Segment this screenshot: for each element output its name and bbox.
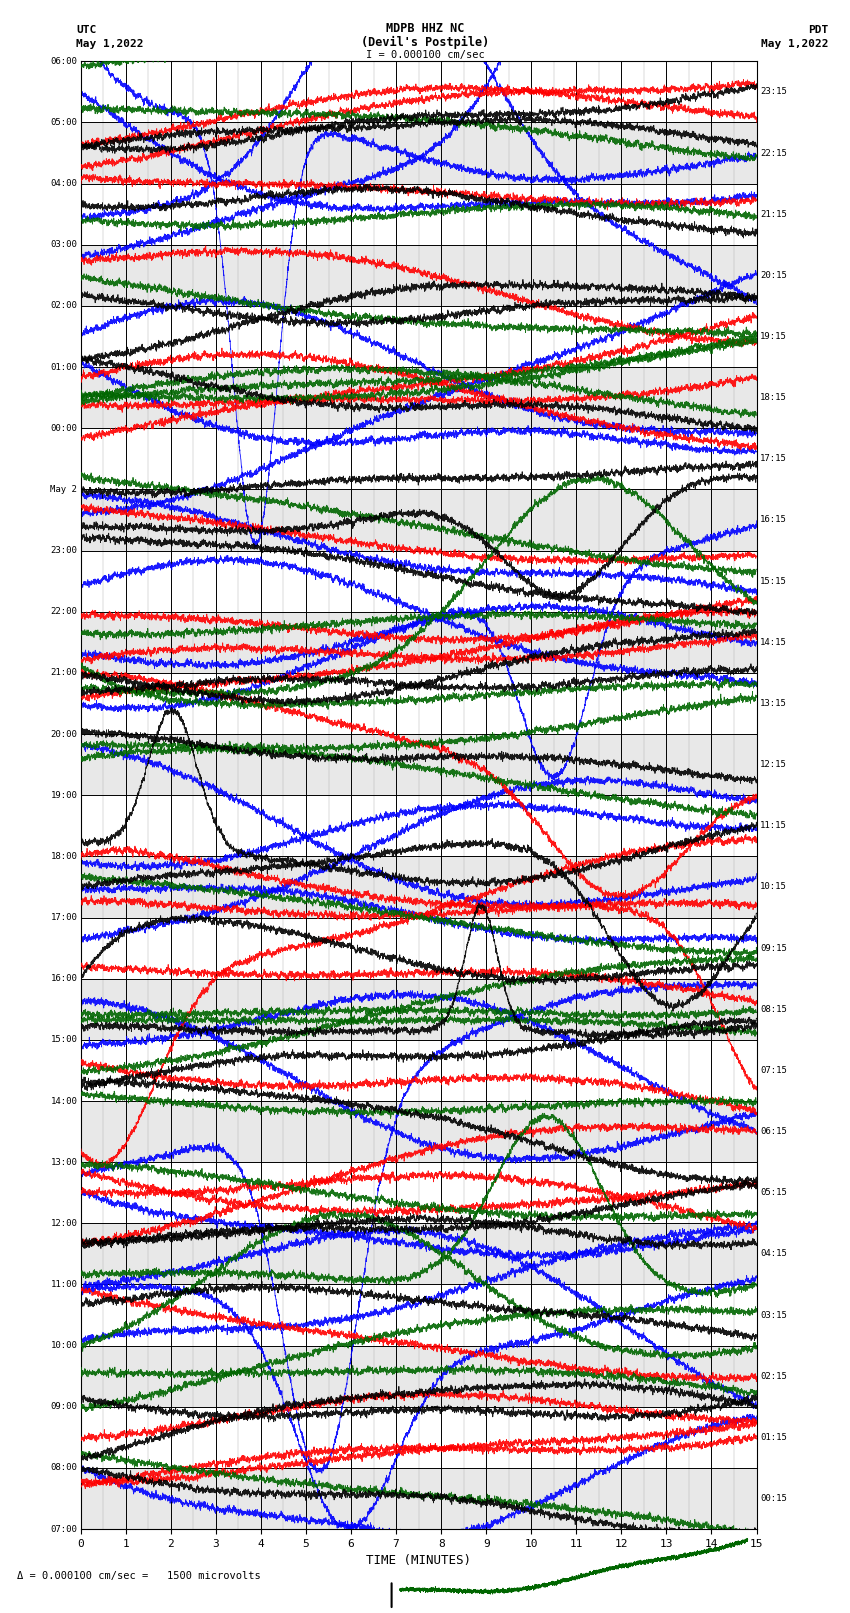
Text: 20:15: 20:15 — [760, 271, 787, 279]
Text: 00:00: 00:00 — [50, 424, 77, 432]
Text: May 2: May 2 — [50, 486, 77, 494]
Text: 18:15: 18:15 — [760, 394, 787, 402]
Text: 04:00: 04:00 — [50, 179, 77, 189]
Text: May 1,2022: May 1,2022 — [762, 39, 829, 50]
Text: 11:00: 11:00 — [50, 1281, 77, 1289]
Text: May 1,2022: May 1,2022 — [76, 39, 144, 50]
Text: 04:15: 04:15 — [760, 1250, 787, 1258]
Text: Δ = 0.000100 cm/sec =   1500 microvolts: Δ = 0.000100 cm/sec = 1500 microvolts — [17, 1571, 261, 1581]
X-axis label: TIME (MINUTES): TIME (MINUTES) — [366, 1555, 471, 1568]
Text: (Devil's Postpile): (Devil's Postpile) — [361, 35, 489, 50]
Text: 10:15: 10:15 — [760, 882, 787, 892]
Bar — [81, 857, 756, 918]
Text: 14:00: 14:00 — [50, 1097, 77, 1105]
Text: 15:15: 15:15 — [760, 577, 787, 586]
Text: UTC: UTC — [76, 24, 97, 35]
Text: 07:15: 07:15 — [760, 1066, 787, 1074]
Bar — [81, 979, 756, 1040]
Text: 21:00: 21:00 — [50, 668, 77, 677]
Text: 14:15: 14:15 — [760, 637, 787, 647]
Text: 23:00: 23:00 — [50, 547, 77, 555]
Text: 02:15: 02:15 — [760, 1371, 787, 1381]
Text: 10:00: 10:00 — [50, 1340, 77, 1350]
Text: 11:15: 11:15 — [760, 821, 787, 831]
Text: 08:15: 08:15 — [760, 1005, 787, 1013]
Text: 16:00: 16:00 — [50, 974, 77, 984]
Text: 01:00: 01:00 — [50, 363, 77, 371]
Bar — [81, 123, 756, 184]
Text: 19:15: 19:15 — [760, 332, 787, 340]
Text: 13:00: 13:00 — [50, 1158, 77, 1166]
Text: 23:15: 23:15 — [760, 87, 787, 97]
Text: 22:15: 22:15 — [760, 148, 787, 158]
Text: 17:00: 17:00 — [50, 913, 77, 923]
Text: 17:15: 17:15 — [760, 455, 787, 463]
Bar — [81, 734, 756, 795]
Text: 13:15: 13:15 — [760, 698, 787, 708]
Text: 05:15: 05:15 — [760, 1189, 787, 1197]
Bar — [81, 1345, 756, 1407]
Text: MDPB HHZ NC: MDPB HHZ NC — [386, 21, 464, 35]
Text: 15:00: 15:00 — [50, 1036, 77, 1044]
Bar — [81, 1468, 756, 1529]
Text: 06:15: 06:15 — [760, 1127, 787, 1136]
Text: I = 0.000100 cm/sec: I = 0.000100 cm/sec — [366, 50, 484, 60]
Text: 21:15: 21:15 — [760, 210, 787, 219]
Text: 12:15: 12:15 — [760, 760, 787, 769]
Bar — [81, 1102, 756, 1161]
Bar — [81, 245, 756, 306]
Text: 12:00: 12:00 — [50, 1219, 77, 1227]
Text: 03:00: 03:00 — [50, 240, 77, 250]
Text: 02:00: 02:00 — [50, 302, 77, 310]
Text: 08:00: 08:00 — [50, 1463, 77, 1473]
Bar — [81, 368, 756, 427]
Text: 16:15: 16:15 — [760, 516, 787, 524]
Bar — [81, 611, 756, 673]
Text: 05:00: 05:00 — [50, 118, 77, 127]
Text: 09:15: 09:15 — [760, 944, 787, 953]
Text: 19:00: 19:00 — [50, 790, 77, 800]
Text: 09:00: 09:00 — [50, 1402, 77, 1411]
Text: 03:15: 03:15 — [760, 1311, 787, 1319]
Text: PDT: PDT — [808, 24, 829, 35]
Bar — [81, 1223, 756, 1284]
Text: 00:15: 00:15 — [760, 1494, 787, 1503]
Text: 22:00: 22:00 — [50, 606, 77, 616]
Bar — [81, 489, 756, 550]
Text: 20:00: 20:00 — [50, 729, 77, 739]
Text: 06:00: 06:00 — [50, 56, 77, 66]
Text: 07:00: 07:00 — [50, 1524, 77, 1534]
Text: 01:15: 01:15 — [760, 1432, 787, 1442]
Text: 18:00: 18:00 — [50, 852, 77, 861]
